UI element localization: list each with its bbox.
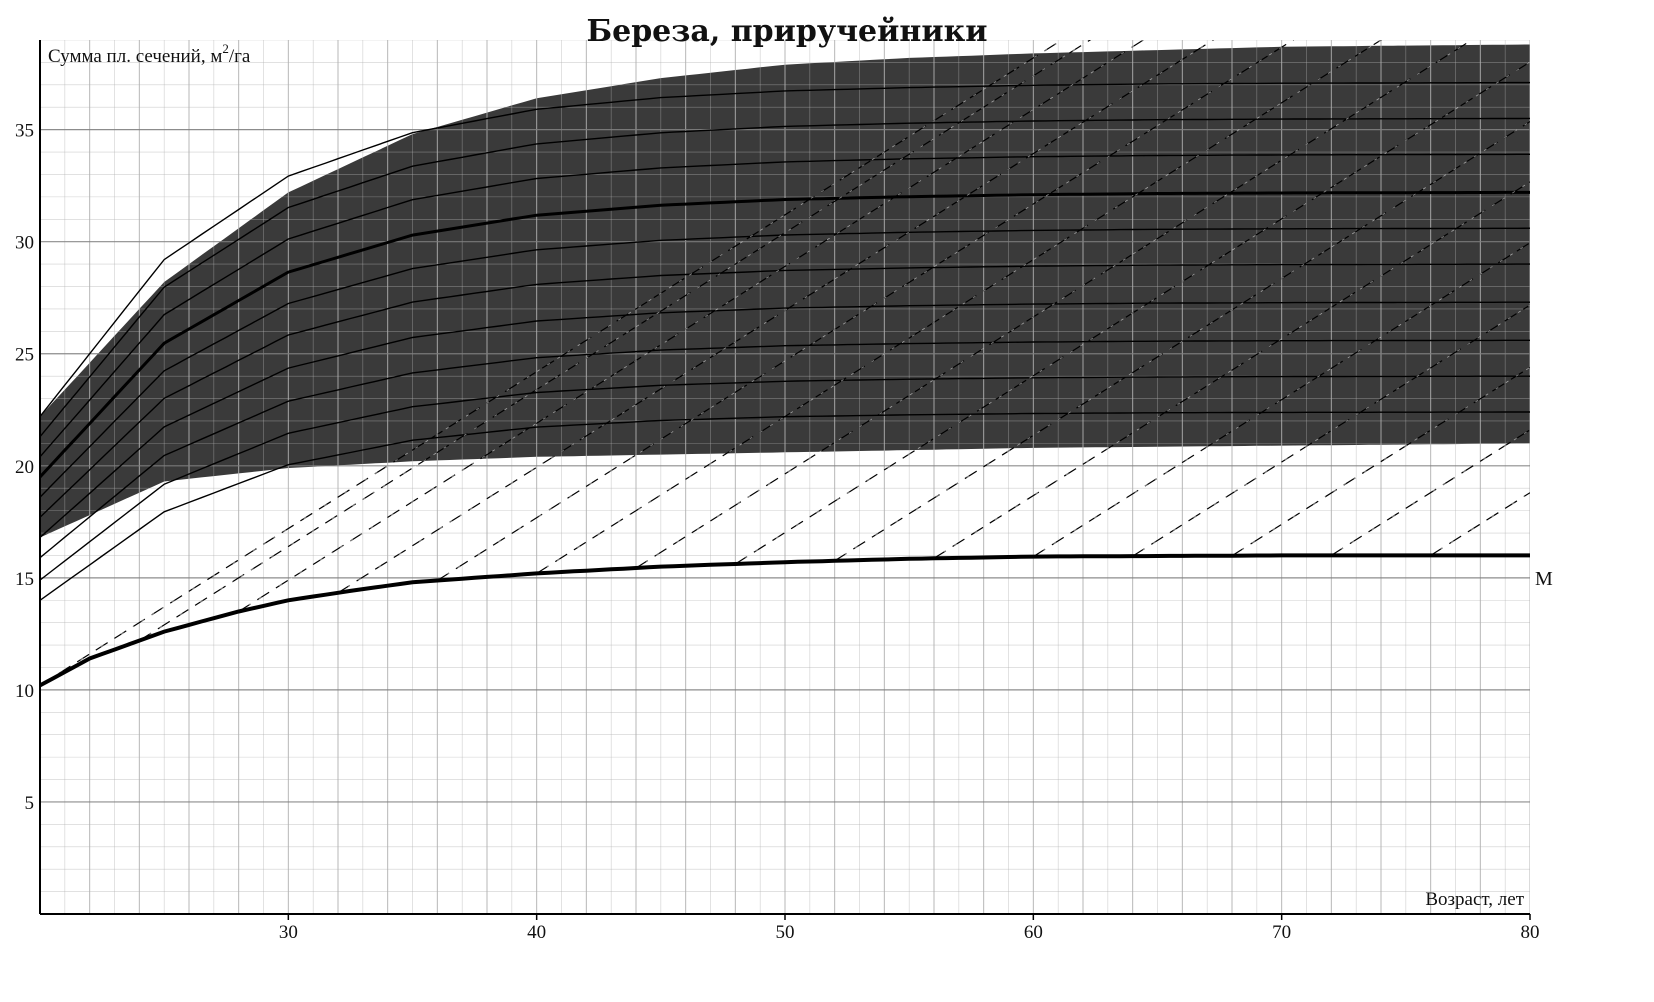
dashed-line: [138, 40, 1092, 642]
growth-curve: [40, 81, 1530, 417]
growth-curve: [40, 153, 1530, 458]
dashed-line: [1231, 366, 1530, 557]
growth-curve: [40, 301, 1530, 539]
growth-curve: [40, 190, 1530, 479]
dashed-line: [1330, 429, 1530, 556]
dashed-line-highlight: [238, 40, 1145, 612]
growth-curve: [40, 227, 1530, 498]
y-axis-label-main: Сумма пл. сечений, м: [48, 46, 222, 67]
dashed-line: [933, 181, 1530, 559]
y-tick-label: 30: [15, 233, 34, 254]
x-tick-label: 70: [1272, 922, 1291, 943]
growth-curve: [40, 339, 1530, 559]
y-axis-label-tail: /га: [229, 46, 251, 67]
dashed-line-highlight: [1033, 242, 1530, 557]
dashed-line-highlight: [735, 61, 1530, 565]
y-tick-label: 20: [15, 457, 34, 478]
series-m-line: [40, 553, 1530, 688]
chart-title: Береза, приручейники: [586, 14, 987, 49]
y-axis-label-sup: 2: [222, 41, 229, 56]
x-tick-label: 50: [776, 922, 795, 943]
growth-curve: [40, 117, 1530, 438]
dashed-line: [436, 40, 1295, 582]
y-tick-label: 5: [25, 793, 35, 814]
dashed-line: [1132, 304, 1530, 557]
y-tick-label: 10: [15, 681, 34, 702]
y-tick-label: 35: [15, 121, 34, 142]
x-tick-label: 30: [279, 922, 298, 943]
y-axis-label: Сумма пл. сечений, м2/га: [48, 41, 251, 67]
dashed-line-highlight: [1430, 492, 1530, 556]
dashed-line-highlight: [834, 121, 1530, 562]
y-tick-label: 15: [15, 569, 34, 590]
x-tick-label: 60: [1024, 922, 1043, 943]
y-tick-label: 25: [15, 345, 34, 366]
x-axis-label: Возраст, лет: [1425, 889, 1524, 910]
dashed-line: [40, 40, 1063, 686]
x-tick-label: 80: [1521, 922, 1540, 943]
growth-curve: [40, 263, 1530, 518]
dashed-line: [536, 40, 1383, 574]
growth-curve: [40, 375, 1530, 581]
x-tick-label: 40: [527, 922, 546, 943]
dashed-line-highlight: [635, 40, 1473, 569]
series-label-m: M: [1535, 568, 1553, 590]
dashed-line: [337, 40, 1215, 594]
